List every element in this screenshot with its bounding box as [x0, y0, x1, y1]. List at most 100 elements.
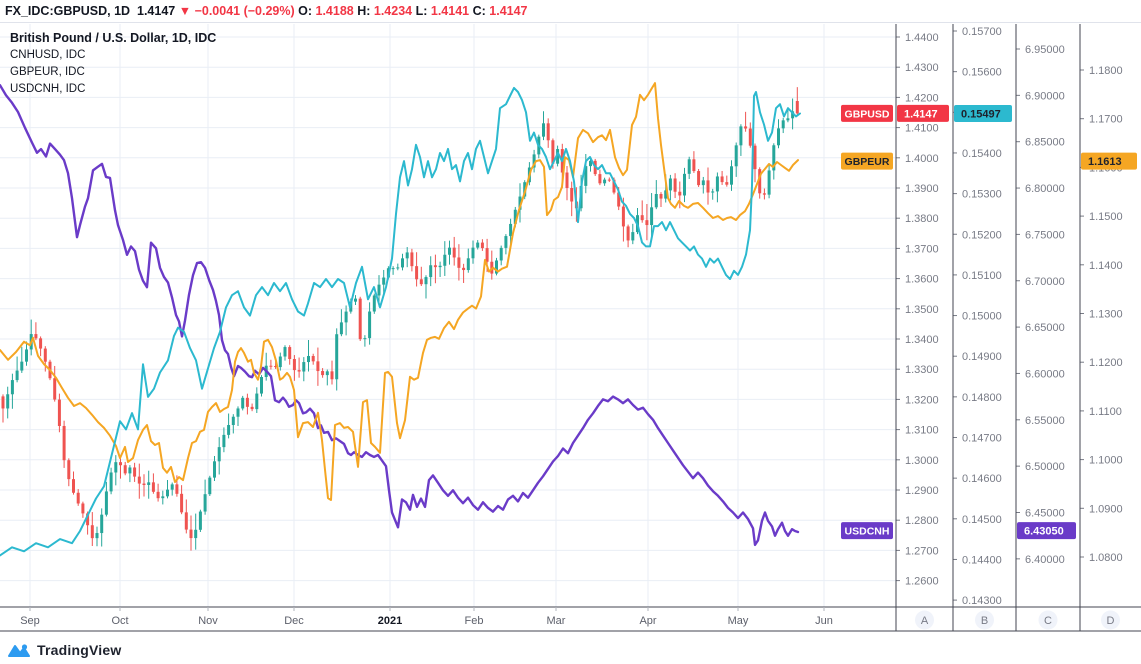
svg-text:1.4000: 1.4000: [905, 153, 939, 165]
svg-text:1.1500: 1.1500: [1089, 211, 1123, 223]
time-axis[interactable]: Sep Oct Nov Dec 2021 Feb Mar Apr May Jun: [0, 606, 1141, 632]
svg-text:1.4400: 1.4400: [905, 32, 939, 44]
svg-text:0.15600: 0.15600: [962, 67, 1002, 79]
scale-button-d[interactable]: D: [1101, 610, 1120, 630]
svg-text:A: A: [921, 615, 929, 627]
scale-button-a[interactable]: A: [915, 610, 934, 630]
svg-text:1.2700: 1.2700: [905, 545, 939, 557]
svg-text:0.14400: 0.14400: [962, 554, 1002, 566]
usdcnh-line[interactable]: [0, 84, 800, 547]
svg-text:1.3700: 1.3700: [905, 243, 939, 255]
series-badge-gbpusd: GBPUSD: [841, 104, 893, 122]
svg-text:6.85000: 6.85000: [1025, 137, 1065, 149]
svg-text:1.1300: 1.1300: [1089, 309, 1123, 321]
legend-overlay-gbpeur[interactable]: GBPEUR, IDC: [10, 66, 85, 78]
price-tag-usdcnh: 6.43050: [1017, 522, 1076, 540]
svg-text:1.1400: 1.1400: [1089, 260, 1123, 272]
ohlc-values: O: 1.4188 H: 1.4234 L: 1.4141 C: 1.4147: [294, 0, 528, 23]
price-tag-gbpusd: 1.4147: [897, 104, 949, 122]
svg-text:1.1100: 1.1100: [1089, 406, 1122, 418]
svg-text:1.4300: 1.4300: [905, 62, 939, 74]
ohlc-value: 1.4234: [370, 3, 413, 18]
chart-canvas[interactable]: 1.4400 1.4300 1.4200 1.4100 1.4000 1.3900 1.38…: [0, 24, 1141, 632]
ohlc-value: 1.4147: [485, 3, 528, 18]
chart-legend: British Pound / U.S. Dollar, 1D, IDC CNH…: [10, 30, 216, 98]
scale-button-c[interactable]: C: [1038, 610, 1058, 630]
svg-text:6.50000: 6.50000: [1025, 461, 1065, 473]
legend-overlay-usdcnh[interactable]: USDCNH, IDC: [10, 83, 86, 95]
chart-grid: [0, 24, 896, 607]
svg-text:6.70000: 6.70000: [1025, 276, 1065, 288]
price-tag-gbpeur: 1.1613: [1081, 152, 1137, 170]
svg-text:Nov: Nov: [198, 615, 218, 627]
symbol-interval: 1D: [114, 3, 131, 18]
legend-overlay-cnhusd[interactable]: CNHUSD, IDC: [10, 49, 86, 61]
ohlc-label: H:: [353, 3, 371, 18]
svg-text:6.55000: 6.55000: [1025, 415, 1065, 427]
ohlc-value: 1.4141: [427, 3, 470, 18]
svg-text:B: B: [981, 615, 988, 627]
legend-main-series[interactable]: British Pound / U.S. Dollar, 1D, IDC: [10, 31, 217, 45]
svg-text:Feb: Feb: [465, 615, 484, 627]
tradingview-logo-icon: [8, 643, 30, 657]
svg-text:0.15200: 0.15200: [962, 229, 1002, 241]
price-change: −0.0041 (−0.29%): [194, 3, 295, 18]
svg-text:2021: 2021: [378, 615, 402, 627]
last-price: 1.4147: [137, 3, 176, 18]
svg-text:1.0800: 1.0800: [1089, 552, 1123, 564]
svg-text:6.43050: 6.43050: [1024, 526, 1064, 538]
svg-text:6.40000: 6.40000: [1025, 554, 1065, 566]
ohlc-label: L:: [412, 3, 428, 18]
price-tag-cnhusd: 0.15497: [954, 105, 1012, 123]
price-axis-c[interactable]: 6.95000 6.90000 6.85000 6.80000 6.75000 6.700…: [1016, 24, 1080, 607]
svg-text:1.3900: 1.3900: [905, 183, 939, 195]
chart-area[interactable]: 1.4400 1.4300 1.4200 1.4100 1.4000 1.3900 1.38…: [0, 24, 1141, 632]
svg-text:1.1200: 1.1200: [1089, 357, 1123, 369]
svg-text:6.95000: 6.95000: [1025, 44, 1065, 56]
svg-text:0.15497: 0.15497: [961, 109, 1001, 121]
svg-text:0.14600: 0.14600: [962, 473, 1002, 485]
symbol-name: FX_IDC:GBPUSD,: [5, 3, 111, 18]
svg-text:0.15100: 0.15100: [962, 270, 1002, 282]
svg-text:0.15400: 0.15400: [962, 148, 1002, 160]
scale-button-b[interactable]: B: [975, 610, 994, 630]
price-axis-d[interactable]: 1.18001.17001.16001.15001.14001.13001.12…: [1080, 24, 1141, 607]
svg-text:USDCNH: USDCNH: [845, 526, 890, 538]
svg-text:D: D: [1107, 615, 1115, 627]
svg-text:1.2900: 1.2900: [905, 485, 939, 497]
svg-text:1.1000: 1.1000: [1089, 455, 1123, 467]
brand-name: TradingView: [37, 642, 122, 658]
svg-text:1.3800: 1.3800: [905, 213, 939, 225]
svg-text:Mar: Mar: [547, 615, 566, 627]
svg-text:0.15300: 0.15300: [962, 189, 1002, 201]
svg-text:6.60000: 6.60000: [1025, 368, 1065, 380]
svg-text:Apr: Apr: [639, 615, 656, 627]
svg-text:Dec: Dec: [284, 615, 304, 627]
svg-text:1.3400: 1.3400: [905, 334, 939, 346]
svg-text:1.1613: 1.1613: [1088, 156, 1122, 168]
svg-text:GBPUSD: GBPUSD: [845, 108, 890, 120]
svg-text:1.1800: 1.1800: [1089, 65, 1123, 77]
svg-text:0.14500: 0.14500: [962, 514, 1002, 526]
svg-text:Jun: Jun: [815, 615, 833, 627]
svg-text:0.14800: 0.14800: [962, 392, 1002, 404]
svg-text:GBPEUR: GBPEUR: [845, 156, 890, 168]
svg-text:C: C: [1044, 615, 1052, 627]
svg-text:0.15000: 0.15000: [962, 311, 1002, 323]
svg-text:0.15700: 0.15700: [962, 26, 1002, 38]
svg-text:1.3300: 1.3300: [905, 364, 939, 376]
gbpeur-line[interactable]: [0, 82, 799, 501]
svg-text:1.4200: 1.4200: [905, 92, 939, 104]
svg-text:1.3200: 1.3200: [905, 394, 939, 406]
footer-brand[interactable]: TradingView: [8, 638, 121, 662]
cnhusd-line[interactable]: [0, 86, 801, 557]
svg-text:0.14900: 0.14900: [962, 351, 1002, 363]
ohlc-label: O:: [294, 3, 313, 18]
svg-text:1.3100: 1.3100: [905, 425, 939, 437]
svg-text:1.1700: 1.1700: [1089, 114, 1123, 126]
series-badge-gbpeur: GBPEUR: [841, 152, 893, 170]
svg-text:Sep: Sep: [20, 615, 40, 627]
svg-text:1.4147: 1.4147: [904, 108, 938, 120]
svg-text:1.2800: 1.2800: [905, 515, 939, 527]
